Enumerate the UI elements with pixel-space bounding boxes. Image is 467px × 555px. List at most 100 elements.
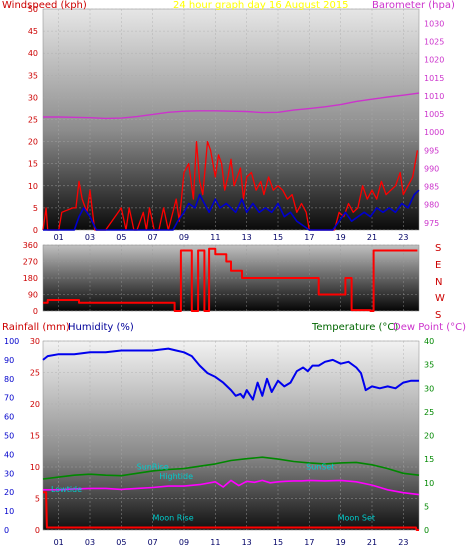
barometer-tick-label: 975 — [424, 219, 439, 228]
humidity-tick-label: 30 — [4, 469, 14, 478]
hour-tick-label-bottom: 19 — [336, 538, 346, 547]
humidity-tick-label: 20 — [4, 488, 14, 497]
hour-tick-label-bottom: 05 — [116, 538, 126, 547]
rainfall-axis-title: Rainfall (mm) — [2, 322, 70, 333]
barometer-tick-label: 1020 — [424, 56, 444, 65]
direction-tick-label: 270 — [23, 258, 38, 267]
event-label: SunRise — [137, 463, 169, 472]
barometer-tick-label: 995 — [424, 146, 439, 155]
rainfall-tick-label: 10 — [30, 463, 40, 472]
hour-tick-label: 03 — [85, 233, 95, 242]
temperature-line — [42, 456, 420, 480]
temperature-tick-label: 10 — [424, 479, 434, 488]
hour-tick-label-bottom: 09 — [179, 538, 189, 547]
direction-tick-label: 0 — [33, 307, 38, 316]
dewpoint-line — [43, 479, 420, 496]
hour-tick-label-bottom: 03 — [85, 538, 95, 547]
humidity-line — [42, 347, 419, 401]
rainfall-tick-label: 30 — [30, 337, 40, 346]
barometer-tick-label: 990 — [424, 164, 439, 173]
wind-direction-line — [43, 247, 418, 312]
barometer-tick-label: 985 — [424, 183, 439, 192]
hour-tick-label: 21 — [367, 233, 377, 242]
temperature-tick-label: 20 — [424, 432, 434, 441]
hour-tick-label: 09 — [179, 233, 189, 242]
windspeed-axis-title: Windspeed (kph) — [2, 0, 87, 11]
event-label: Moon Rise — [152, 514, 193, 523]
temperature-tick-label: 40 — [424, 337, 434, 346]
humidity-tick-label: 70 — [4, 394, 14, 403]
compass-label: N — [435, 277, 442, 288]
barometer-tick-label: 1030 — [424, 19, 444, 28]
direction-tick-label: 90 — [28, 291, 38, 300]
direction-tick-label: 360 — [23, 241, 38, 250]
hour-tick-label-bottom: 21 — [367, 538, 377, 547]
tick-labels: 0510152025303540455097598098599099510001… — [4, 5, 445, 547]
windspeed-tick-label: 0 — [33, 226, 38, 235]
temperature-axis-title: Temperature (°C) — [311, 322, 398, 333]
windspeed-tick-label: 10 — [28, 182, 38, 191]
compass-label: S — [435, 310, 441, 321]
windspeed-tick-label: 35 — [28, 71, 38, 80]
hour-tick-label-bottom: 11 — [210, 538, 220, 547]
barometer-tick-label: 1005 — [424, 110, 444, 119]
event-label: Hightide — [159, 472, 193, 481]
hour-tick-label: 05 — [116, 233, 126, 242]
compass-label: E — [435, 260, 441, 271]
compass-label: W — [435, 293, 445, 304]
barometer-axis-title: Barometer (hpa) — [372, 0, 455, 11]
series-lines — [42, 92, 420, 531]
windspeed-tick-label: 40 — [28, 49, 38, 58]
temperature-tick-label: 0 — [424, 526, 429, 535]
hour-tick-label: 13 — [242, 233, 252, 242]
barometer-tick-label: 1010 — [424, 92, 444, 101]
rainfall-tick-label: 25 — [30, 369, 40, 378]
hour-tick-label: 01 — [54, 233, 64, 242]
windspeed-tick-label: 45 — [28, 27, 38, 36]
event-label: Moon Set — [338, 514, 375, 523]
humidity-axis-title: Humidity (%) — [68, 322, 134, 333]
humidity-tick-label: 0 — [4, 526, 9, 535]
rainfall-tick-label: 5 — [35, 495, 40, 504]
temperature-tick-label: 35 — [424, 361, 434, 370]
hour-tick-label-bottom: 23 — [398, 538, 408, 547]
temperature-tick-label: 5 — [424, 502, 429, 511]
hour-tick-label: 11 — [210, 233, 220, 242]
hour-tick-label: 15 — [273, 233, 283, 242]
temperature-tick-label: 15 — [424, 455, 434, 464]
humidity-tick-label: 80 — [4, 375, 14, 384]
barometer-tick-label: 980 — [424, 201, 439, 210]
barometer-tick-label: 1015 — [424, 74, 444, 83]
humidity-tick-label: 100 — [4, 337, 19, 346]
graph-title: 24 hour graph day 16 August 2015 — [173, 0, 349, 11]
humidity-tick-label: 90 — [4, 356, 14, 365]
windspeed-tick-label: 15 — [28, 160, 38, 169]
hour-tick-label-bottom: 01 — [54, 538, 64, 547]
temperature-tick-label: 25 — [424, 408, 434, 417]
windspeed-tick-label: 30 — [28, 93, 38, 102]
dewpoint-axis-title: Dew Point (°C) — [393, 322, 466, 333]
humidity-tick-label: 40 — [4, 450, 14, 459]
hour-tick-label: 19 — [336, 233, 346, 242]
barometer-line — [43, 92, 420, 120]
windspeed-tick-label: 25 — [28, 116, 38, 125]
temperature-tick-label: 30 — [424, 384, 434, 393]
direction-tick-label: 180 — [23, 274, 38, 283]
event-label: Lowtide — [51, 485, 82, 494]
wind-average-line — [43, 189, 420, 231]
hour-tick-label: 17 — [304, 233, 314, 242]
humidity-tick-label: 60 — [4, 413, 14, 422]
hour-tick-label: 23 — [398, 233, 408, 242]
rainfall-tick-label: 15 — [30, 432, 40, 441]
hour-tick-label-bottom: 17 — [304, 538, 314, 547]
hour-tick-label-bottom: 07 — [148, 538, 158, 547]
windspeed-tick-label: 20 — [28, 138, 38, 147]
event-label: SunSet — [306, 463, 334, 472]
barometer-tick-label: 1025 — [424, 38, 444, 47]
rainfall-tick-label: 0 — [35, 526, 40, 535]
barometer-tick-label: 1000 — [424, 128, 444, 137]
humidity-tick-label: 10 — [4, 507, 14, 516]
rainfall-tick-label: 20 — [30, 400, 40, 409]
